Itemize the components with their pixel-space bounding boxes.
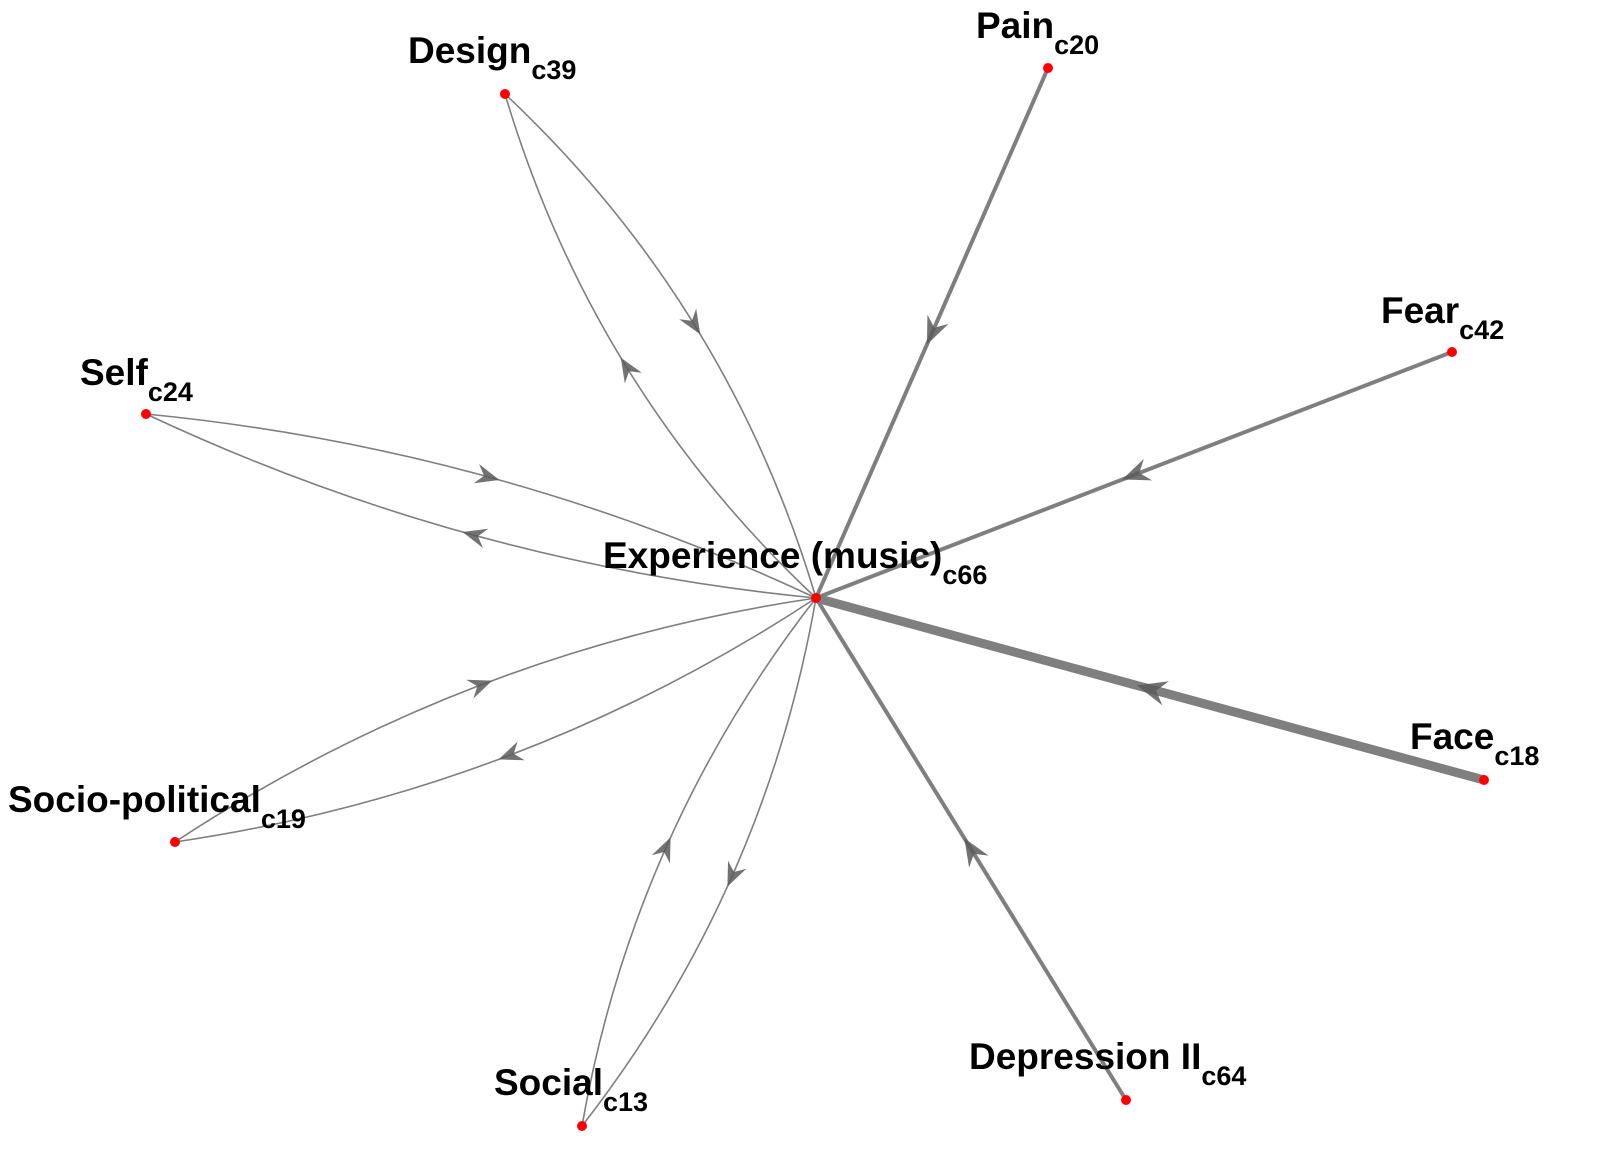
node-label-text: Depression II [969,1036,1201,1077]
node-socio-political [170,837,180,847]
arrowhead-fear-to-experience [1122,458,1153,481]
node-code: c19 [261,804,306,834]
node-label-text: Face [1410,716,1494,757]
node-code: c64 [1201,1061,1246,1091]
edge-experience-to-social [581,597,817,1127]
node-label-pain: Painc20 [976,5,1099,60]
edge-social-to-experience [581,597,817,1127]
node-code: c24 [148,377,193,407]
edge-design-to-experience [504,93,817,599]
node-label-self: Selfc24 [80,352,193,407]
node-pain [1043,63,1053,73]
arrowhead-experience-to-design [620,357,642,384]
node-label-text: Pain [976,5,1054,46]
node-code: c20 [1054,30,1099,60]
arrowhead-face-to-experience [1136,681,1169,706]
labels-layer: Experience (music)c66 Painc20 Designc39 Fea… [8,5,1539,1117]
node-label-design: Designc39 [408,30,576,85]
edges-layer [145,66,1489,1127]
node-code: c13 [603,1087,648,1117]
node-design [500,89,510,99]
nodes-layer [141,63,1489,1131]
arrowhead-design-to-experience [679,308,701,335]
node-label-text: Socio-political [8,779,261,820]
node-label-text: Design [408,30,531,71]
node-label-text: Fear [1381,290,1459,331]
node-self [141,409,151,419]
node-depression [1121,1095,1131,1105]
node-label-depression: Depression IIc64 [969,1036,1246,1091]
edge-experience-to-design [504,93,817,599]
node-label-text: Self [80,352,149,393]
arrowhead-social-to-experience [651,837,671,864]
node-face [1479,775,1489,785]
arrowhead-socio-political-to-experience [466,679,493,699]
node-code: c18 [1494,741,1539,771]
node-label-fear: Fearc42 [1381,290,1504,345]
arrowhead-experience-to-self [462,528,489,548]
arrowhead-depression-to-experience [964,838,989,868]
arrowhead-experience-to-social [727,860,747,887]
node-fear [1447,347,1457,357]
node-label-face: Facec18 [1410,716,1539,771]
arrowhead-experience-to-socio-political [498,741,525,761]
node-code: c42 [1459,315,1504,345]
node-label-text: Experience (music) [603,535,942,576]
node-label-social: Socialc13 [494,1062,648,1117]
node-label-text: Social [494,1062,603,1103]
node-code: c66 [942,560,987,590]
arrowhead-pain-to-experience [926,314,949,345]
arrowhead-self-to-experience [473,464,500,484]
node-label-experience: Experience (music)c66 [603,535,987,590]
node-experience [811,593,821,603]
node-code: c39 [531,55,576,85]
node-social [577,1121,587,1131]
node-label-socio-political: Socio-politicalc19 [8,779,306,834]
